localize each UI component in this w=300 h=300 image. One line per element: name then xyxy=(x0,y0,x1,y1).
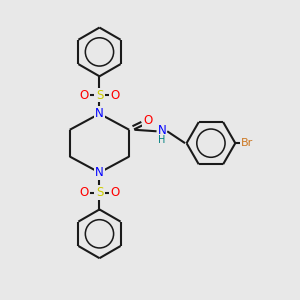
Text: O: O xyxy=(143,114,152,128)
Text: O: O xyxy=(110,186,120,199)
Text: N: N xyxy=(95,107,104,120)
Text: H: H xyxy=(158,135,166,145)
Text: S: S xyxy=(96,186,103,199)
Text: N: N xyxy=(95,166,104,179)
Text: S: S xyxy=(96,88,103,101)
Text: O: O xyxy=(80,186,88,199)
Text: O: O xyxy=(110,88,120,101)
Text: Br: Br xyxy=(241,138,253,148)
Text: O: O xyxy=(80,88,88,101)
Text: N: N xyxy=(158,124,166,137)
